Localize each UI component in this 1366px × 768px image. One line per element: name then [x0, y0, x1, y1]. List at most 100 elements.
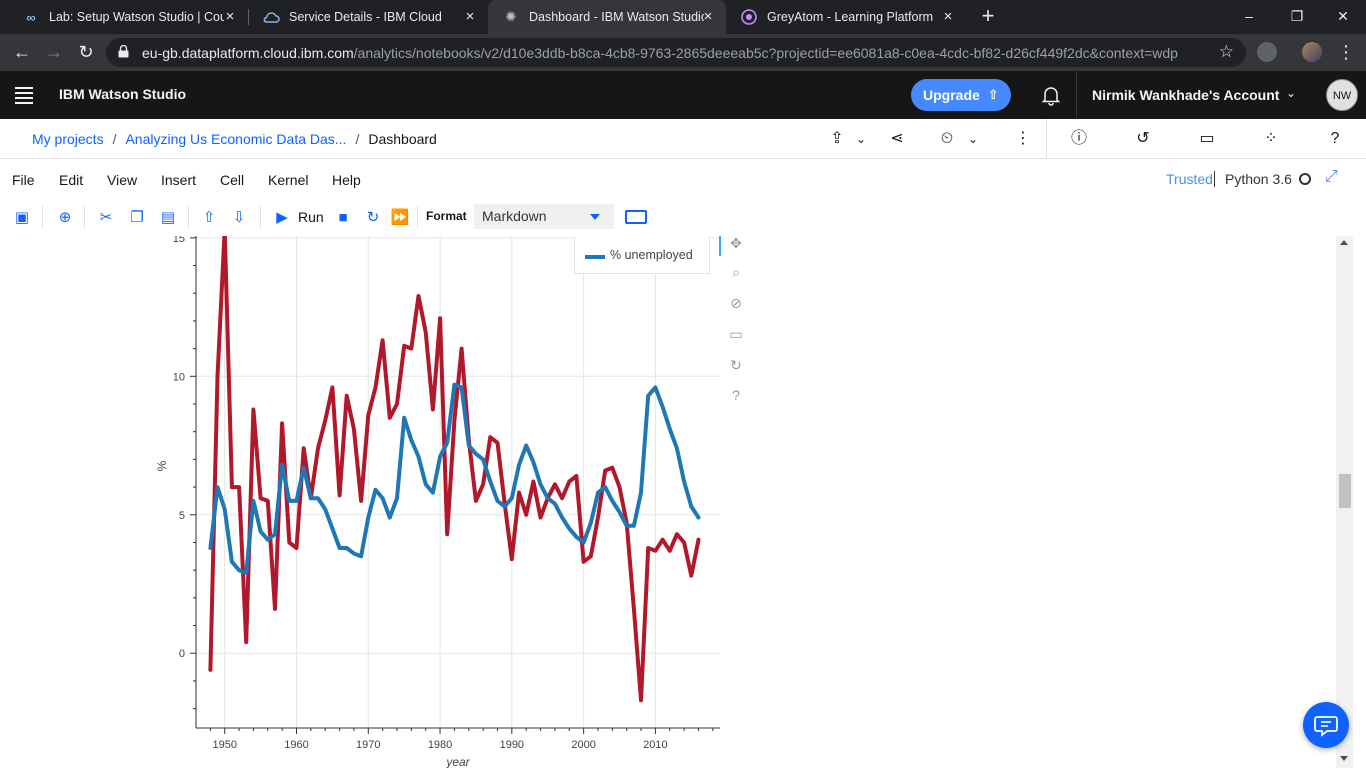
avatar[interactable]: NW	[1326, 79, 1358, 111]
reload-icon[interactable]: ↻	[78, 42, 94, 62]
minimize-button[interactable]: –	[1245, 8, 1253, 24]
caret-down-icon	[590, 214, 600, 220]
move-up-icon[interactable]: ⇧	[202, 209, 216, 226]
scroll-down-icon[interactable]	[1340, 756, 1348, 761]
info-icon[interactable]: ⓘ	[1070, 130, 1087, 147]
overflow-menu-icon[interactable]: ⋮	[1015, 130, 1031, 147]
cell-type-select[interactable]: Markdown	[474, 204, 614, 229]
toolbar-divider	[260, 206, 261, 228]
history-icon[interactable]: ↺	[1136, 130, 1150, 147]
menu-insert[interactable]: Insert	[161, 172, 197, 188]
save-plot-icon[interactable]: ▭	[729, 326, 743, 342]
cell-type-value: Markdown	[482, 208, 547, 224]
comments-icon[interactable]: ▭	[1199, 130, 1215, 147]
tab-title: Dashboard - IBM Watson Studio	[529, 10, 704, 24]
y-axis-label: %	[155, 460, 169, 471]
menu-edit[interactable]: Edit	[59, 172, 84, 188]
address-bar: ← → ↻ eu-gb.dataplatform.cloud.ibm.com/a…	[0, 34, 1366, 71]
close-tab-icon[interactable]: ×	[225, 8, 235, 25]
extension-icon[interactable]	[1257, 42, 1277, 62]
bookmark-star-icon[interactable]: ☆	[1218, 42, 1234, 61]
greyatom-icon	[740, 8, 758, 26]
stop-icon[interactable]: ■	[338, 209, 348, 226]
scrollbar-thumb[interactable]	[1339, 474, 1351, 508]
schedule-icon[interactable]: ⏲	[940, 130, 954, 147]
url-field[interactable]: eu-gb.dataplatform.cloud.ibm.com/analyti…	[106, 38, 1246, 67]
forward-arrow-icon[interactable]: →	[45, 42, 63, 62]
upgrade-label: Upgrade	[923, 87, 980, 103]
notebook-toolbar: ▣ ⊕ ✂ ❐ ▤ ⇧ ⇩ ▶ Run ■ ↻ ⏩ Format Markdow…	[0, 199, 1366, 236]
new-tab-button[interactable]: +	[981, 3, 995, 28]
kernel-name: Python 3.6	[1214, 171, 1292, 187]
menu-file[interactable]: File	[12, 172, 35, 188]
keyboard-icon[interactable]	[625, 210, 647, 224]
browser-tab-dashboard[interactable]: ✺ Dashboard - IBM Watson Studio ×	[488, 0, 726, 34]
url-path: /analytics/notebooks/v2/d10e3ddb-b8ca-4c…	[353, 45, 1178, 61]
expand-icon[interactable]: ⤢	[1325, 168, 1338, 185]
menu-kernel[interactable]: Kernel	[268, 172, 309, 188]
series-line-red	[208, 236, 701, 703]
plot-help-icon[interactable]: ?	[732, 387, 740, 403]
x-tick-label: 1990	[500, 739, 524, 751]
restore-button[interactable]: ❐	[1290, 8, 1304, 24]
back-arrow-icon[interactable]: ←	[13, 42, 31, 62]
chat-button[interactable]	[1303, 702, 1349, 748]
browser-tab-strip: ∞ Lab: Setup Watson Studio | Cours × Ser…	[0, 0, 1366, 34]
chevron-down-icon[interactable]: ⌄	[855, 132, 867, 146]
scroll-up-icon[interactable]	[1340, 240, 1348, 245]
cut-icon[interactable]: ✂	[99, 209, 113, 226]
add-cell-icon[interactable]: ⊕	[58, 209, 72, 226]
run-icon[interactable]: ▶	[276, 209, 288, 226]
legend-label-unemployed: % unemployed	[610, 248, 693, 262]
move-down-icon[interactable]: ⇩	[232, 209, 246, 226]
browser-menu-icon[interactable]: ⋮	[1337, 42, 1355, 62]
action-divider	[1046, 119, 1047, 159]
export-icon[interactable]: ⇪	[830, 130, 844, 147]
chart-lines	[208, 236, 701, 703]
breadcrumb-my-projects[interactable]: My projects	[32, 131, 104, 147]
close-tab-icon[interactable]: ×	[943, 8, 953, 25]
x-tick-label: 1970	[356, 739, 380, 751]
product-name: IBM Watson Studio	[59, 86, 187, 102]
copy-icon[interactable]: ❐	[130, 209, 144, 226]
hamburger-menu-icon[interactable]	[15, 87, 33, 104]
menu-cell[interactable]: Cell	[220, 172, 245, 188]
chevron-down-icon[interactable]: ⌄	[967, 132, 979, 146]
legend-swatch-unemployed	[585, 255, 605, 259]
x-tick-label: 1980	[428, 739, 452, 751]
format-label: Format	[426, 209, 467, 223]
run-all-icon[interactable]: ⏩	[390, 209, 410, 226]
close-tab-icon[interactable]: ×	[465, 8, 475, 25]
breadcrumb: My projects / Analyzing Us Economic Data D…	[32, 131, 437, 147]
menu-help[interactable]: Help	[332, 172, 361, 188]
box-zoom-icon[interactable]: ⌕	[732, 264, 740, 280]
close-window-button[interactable]: ✕	[1337, 8, 1349, 24]
kernel-status-icon	[1299, 173, 1311, 185]
run-button[interactable]: Run	[298, 209, 324, 225]
share-icon[interactable]: ⋖	[890, 130, 904, 147]
browser-tab-lab[interactable]: ∞ Lab: Setup Watson Studio | Cours ×	[8, 0, 248, 34]
toolbar-divider	[417, 206, 418, 228]
paste-icon[interactable]: ▤	[160, 209, 176, 226]
browser-tab-greyatom[interactable]: GreyAtom - Learning Platform ×	[726, 0, 966, 34]
reset-icon[interactable]: ↻	[730, 357, 742, 373]
chevron-down-icon[interactable]: ⌄	[1286, 86, 1297, 100]
url-text: eu-gb.dataplatform.cloud.ibm.com/analyti…	[142, 45, 1178, 61]
restart-kernel-icon[interactable]: ↻	[366, 209, 380, 226]
save-icon[interactable]: ▣	[14, 209, 30, 226]
menu-view[interactable]: View	[107, 172, 138, 188]
browser-tab-service-details[interactable]: Service Details - IBM Cloud ×	[248, 0, 488, 34]
close-tab-icon[interactable]: ×	[703, 8, 713, 25]
breadcrumb-project[interactable]: Analyzing Us Economic Data Das...	[125, 131, 347, 147]
wheel-zoom-icon[interactable]: ⊘	[730, 295, 742, 311]
help-icon[interactable]: ?	[1330, 130, 1340, 147]
pan-tool-icon[interactable]: ✥	[730, 236, 742, 251]
breadcrumb-separator: /	[355, 131, 360, 147]
notification-bell-icon[interactable]	[1040, 84, 1062, 106]
account-switcher[interactable]: Nirmik Wankhade's Account	[1092, 87, 1280, 103]
data-assets-icon[interactable]: ⁘	[1264, 130, 1278, 147]
upgrade-button[interactable]: Upgrade ⇧	[911, 79, 1011, 111]
profile-icon[interactable]	[1302, 42, 1322, 62]
trusted-indicator[interactable]: Trusted	[1166, 171, 1213, 187]
series-line-unemployed	[208, 382, 701, 575]
